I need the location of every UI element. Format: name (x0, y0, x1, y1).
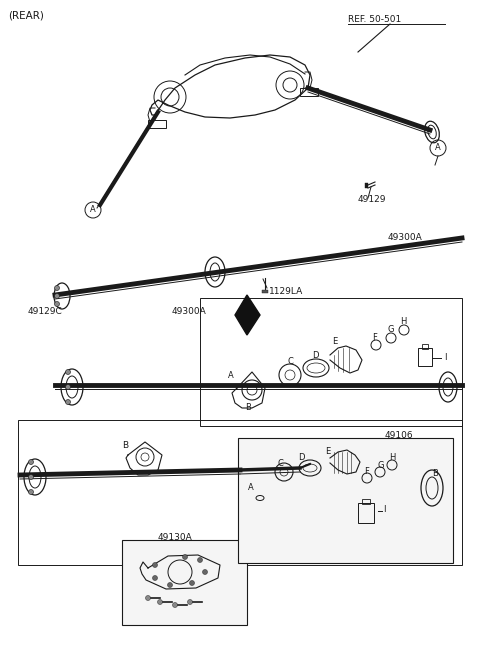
Bar (422, 344, 428, 349)
Text: C: C (288, 357, 294, 365)
Text: 49129: 49129 (358, 195, 386, 204)
Circle shape (203, 570, 207, 574)
Circle shape (197, 557, 203, 562)
Circle shape (65, 370, 71, 374)
Text: C: C (278, 458, 284, 467)
Bar (300, 88, 318, 96)
Text: A: A (228, 370, 234, 380)
Text: A: A (248, 484, 254, 493)
Text: B: B (122, 441, 128, 449)
Bar (238, 438, 453, 563)
Text: F: F (372, 333, 377, 342)
Polygon shape (235, 295, 260, 335)
Text: I: I (444, 352, 446, 361)
Bar (362, 499, 370, 504)
Text: D: D (298, 452, 304, 462)
Bar (358, 503, 374, 523)
Circle shape (55, 294, 60, 299)
Bar (148, 120, 166, 128)
Circle shape (145, 596, 151, 600)
Circle shape (190, 581, 194, 585)
Circle shape (157, 600, 163, 605)
Circle shape (28, 475, 34, 480)
Text: 49300A: 49300A (388, 234, 423, 243)
Text: G: G (377, 460, 384, 469)
Circle shape (172, 602, 178, 607)
Text: H: H (389, 454, 396, 462)
Circle shape (188, 600, 192, 605)
Bar (122, 540, 247, 625)
Circle shape (65, 400, 71, 404)
Circle shape (28, 490, 34, 495)
Text: 1129LA: 1129LA (269, 286, 303, 296)
Text: E: E (332, 337, 337, 346)
Text: (REAR): (REAR) (8, 11, 44, 21)
Text: H: H (400, 318, 407, 327)
Text: A: A (435, 143, 441, 152)
Text: I: I (383, 505, 385, 514)
Circle shape (168, 583, 172, 587)
Text: E: E (325, 447, 330, 456)
Circle shape (28, 460, 34, 465)
Text: 49300A: 49300A (172, 307, 207, 316)
Text: REF. 50-501: REF. 50-501 (348, 16, 401, 25)
Bar (18, 420, 462, 565)
Bar (200, 298, 462, 426)
Text: D: D (312, 350, 319, 359)
Text: 49106: 49106 (385, 430, 414, 439)
Circle shape (153, 562, 157, 568)
Text: 49130A: 49130A (158, 533, 193, 542)
Bar (262, 290, 268, 293)
Bar (418, 348, 432, 366)
Circle shape (182, 555, 188, 559)
Text: G: G (387, 326, 394, 335)
Circle shape (65, 385, 71, 389)
Text: A: A (90, 206, 96, 214)
Text: 49129C: 49129C (28, 307, 63, 316)
Text: B: B (245, 404, 251, 413)
Text: B: B (432, 469, 438, 478)
Text: F: F (364, 467, 369, 475)
Circle shape (55, 301, 60, 307)
Circle shape (153, 575, 157, 581)
Circle shape (55, 286, 60, 290)
Bar (365, 183, 368, 188)
